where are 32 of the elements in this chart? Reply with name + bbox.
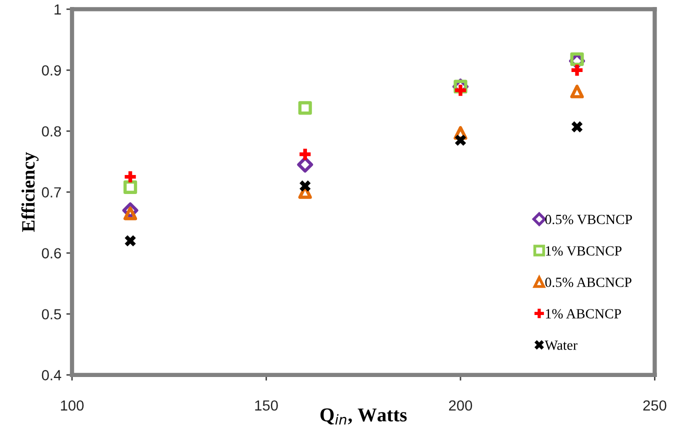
point (300, 180, 311, 192)
point (300, 148, 311, 160)
point (123, 206, 138, 220)
y-tick-label: 0.7 (42, 187, 61, 198)
legend-label: 0.5% ABCNCP (545, 278, 632, 288)
x-tick-label: 150 (255, 400, 278, 411)
x-tick-label: 250 (643, 400, 666, 411)
x-axis-title: Q$_{in}$, Watts (320, 408, 407, 424)
point (123, 180, 138, 194)
legend-label: 0.5% VBCNCP (545, 214, 632, 224)
y-tick-label: 0.5 (42, 309, 61, 320)
y-tick-label: 1 (54, 4, 61, 14)
point (571, 121, 583, 132)
point (571, 64, 583, 76)
point (454, 126, 468, 140)
x-tick-label: 200 (449, 400, 472, 411)
point (570, 84, 584, 98)
point (454, 134, 466, 146)
point (124, 171, 136, 182)
point (570, 52, 584, 66)
legend-label: 1% VBCNCP (546, 246, 622, 256)
point (298, 101, 312, 115)
point (297, 156, 314, 173)
legend-label: 1% ABCNCP (546, 309, 622, 318)
y-tick-label: 0.4 (42, 370, 62, 380)
y-tick-label: 0.6 (42, 248, 61, 258)
point (124, 235, 136, 246)
y-tick-label: 0.8 (42, 126, 61, 137)
x-tick-label: 100 (60, 400, 84, 411)
legend-label: Water (544, 340, 578, 350)
y-tick-label: 0.9 (42, 65, 61, 76)
y-axis-title: Efficiency (21, 152, 39, 232)
